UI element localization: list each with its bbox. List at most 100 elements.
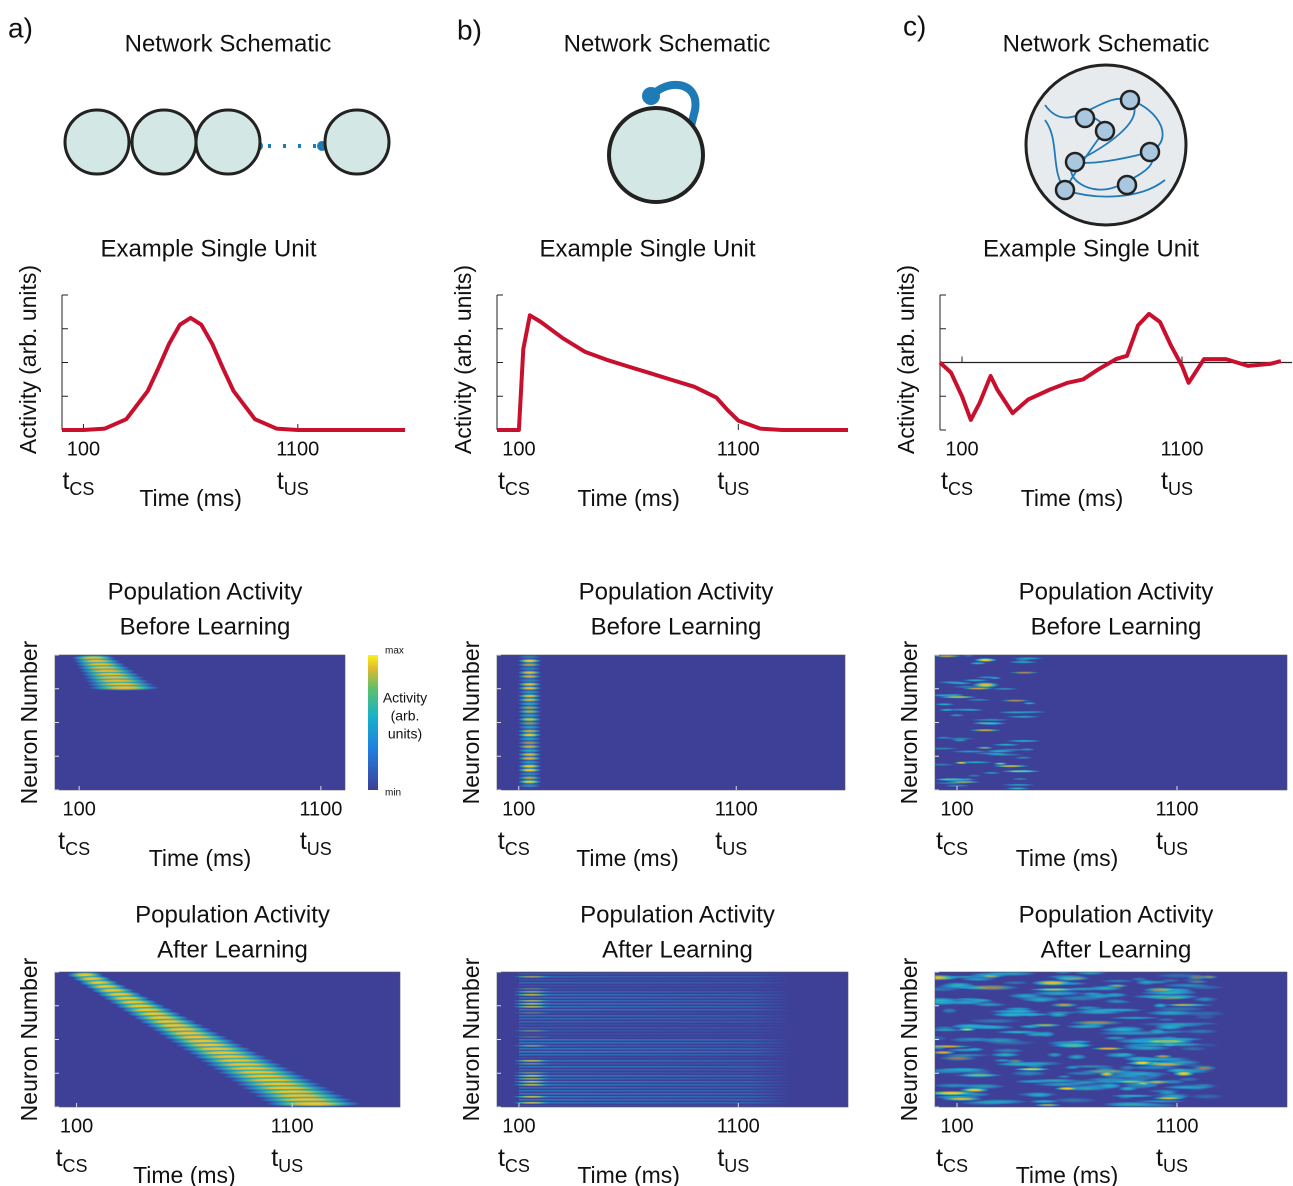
activity-blob: [1138, 990, 1199, 996]
activity-blob: [517, 771, 542, 777]
activity-blob: [959, 1087, 990, 1093]
activity-blob: [517, 678, 542, 683]
activity-stripe: [518, 1036, 794, 1038]
annotation-text: t: [717, 1144, 724, 1172]
activity-blob: [935, 655, 962, 658]
activity-blob: [517, 701, 542, 706]
panel-label: b): [457, 14, 482, 45]
colorbar-label: Activity: [383, 690, 427, 706]
x-tick-label: 100: [940, 798, 973, 820]
activity-blob: [1014, 658, 1031, 662]
activity-blob: [992, 1058, 1013, 1063]
tick-annotation: tUS: [300, 827, 332, 859]
heatmap: [497, 655, 845, 790]
activity-blob: [1131, 977, 1148, 982]
panel-label: a): [8, 12, 33, 43]
activity-blob: [970, 718, 1011, 722]
activity-blob: [945, 1048, 984, 1052]
activity-blob: [512, 987, 553, 991]
activity-blob: [942, 784, 971, 788]
annotation-text: t: [498, 827, 505, 855]
activity-stripe: [518, 994, 794, 996]
activity-blob: [512, 1011, 553, 1015]
activity-blob: [512, 1083, 553, 1087]
chart-title: Population Activity: [1019, 578, 1214, 605]
activity-blob: [1181, 1028, 1220, 1034]
activity-blob: [512, 1074, 553, 1078]
activity-blob: [940, 1096, 984, 1102]
activity-blob: [1111, 1071, 1171, 1077]
activity-blob: [1028, 1078, 1084, 1083]
chain-schematic: [63, 108, 391, 176]
activity-blob: [517, 713, 542, 718]
activity-blob: [512, 1101, 553, 1105]
activity-blob: [517, 756, 542, 761]
activity-blob: [512, 1035, 553, 1039]
activity-stripe: [518, 1075, 794, 1077]
activity-blob: [992, 762, 1008, 766]
activity-blob: [512, 1071, 553, 1075]
x-tick-label: 100: [67, 438, 100, 460]
activity-blob: [962, 655, 975, 657]
heatmap: [55, 972, 400, 1107]
activity-blob: [961, 678, 991, 682]
tick-annotation: tCS: [941, 467, 973, 499]
activity-blob: [517, 689, 542, 695]
activity-blob: [517, 779, 542, 784]
activity-blob: [1108, 1094, 1157, 1098]
activity-blob: [517, 709, 542, 714]
annotation-text: t: [1156, 827, 1163, 855]
chart-title: Before Learning: [591, 613, 762, 640]
activity-blob: [948, 1037, 984, 1043]
activity-blob: [989, 1052, 1021, 1058]
activity-blob: [512, 1077, 553, 1081]
activity-stripe: [518, 1102, 794, 1104]
activity-stripe: [518, 1045, 794, 1047]
annotation-subscript: CS: [505, 839, 530, 859]
x-axis-label: Time (ms): [139, 485, 242, 511]
schematic-title: Network Schematic: [1003, 30, 1210, 57]
activity-blob: [953, 761, 969, 765]
activity-blob: [517, 693, 542, 699]
x-tick-label: 100: [60, 1115, 93, 1137]
activity-blob: [971, 682, 1000, 688]
activity-blob: [1046, 1052, 1063, 1058]
activity-blob: [1188, 1093, 1226, 1100]
tick-annotation: tUS: [1156, 1144, 1188, 1176]
heatmap: [935, 972, 1287, 1107]
colorbar: [368, 655, 378, 790]
heatmap: [935, 655, 1287, 790]
activity-blob: [512, 990, 553, 994]
activity-blob: [1007, 660, 1039, 664]
activity-blob: [958, 1100, 1014, 1106]
activity-blob: [999, 699, 1031, 703]
chart-title: Population Activity: [108, 578, 303, 605]
activity-blob: [997, 710, 1034, 714]
activity-line: [497, 313, 848, 432]
x-tick-label: 1100: [1160, 438, 1203, 460]
activity-blob: [1055, 976, 1080, 982]
activity-blob: [517, 736, 542, 742]
heatmap: [497, 972, 848, 1107]
chart-title: Population Activity: [580, 901, 775, 928]
activity-blob: [990, 687, 1020, 691]
activity-blob: [1144, 1010, 1197, 1016]
activity-blob: [517, 674, 542, 679]
tick-annotation: tCS: [498, 467, 530, 499]
y-axis-label: Neuron Number: [458, 640, 484, 804]
random-network-schematic: [1024, 63, 1188, 227]
y-axis-label: Activity (arb. units): [893, 265, 919, 454]
activity-stripe: [518, 1066, 794, 1068]
x-axis-label: Time (ms): [576, 845, 679, 871]
tick-annotation: tUS: [715, 827, 747, 859]
x-tick-label: 1100: [715, 798, 758, 820]
y-axis-label: Neuron Number: [16, 640, 42, 804]
chart-title: Before Learning: [120, 613, 291, 640]
activity-stripe: [518, 1105, 794, 1107]
x-tick-label: 100: [940, 1115, 973, 1137]
activity-blob: [935, 986, 961, 992]
annotation-text: t: [498, 1144, 505, 1172]
x-axis-label: Time (ms): [577, 485, 680, 511]
chart-title: After Learning: [602, 936, 753, 963]
activity-stripe: [518, 985, 794, 987]
